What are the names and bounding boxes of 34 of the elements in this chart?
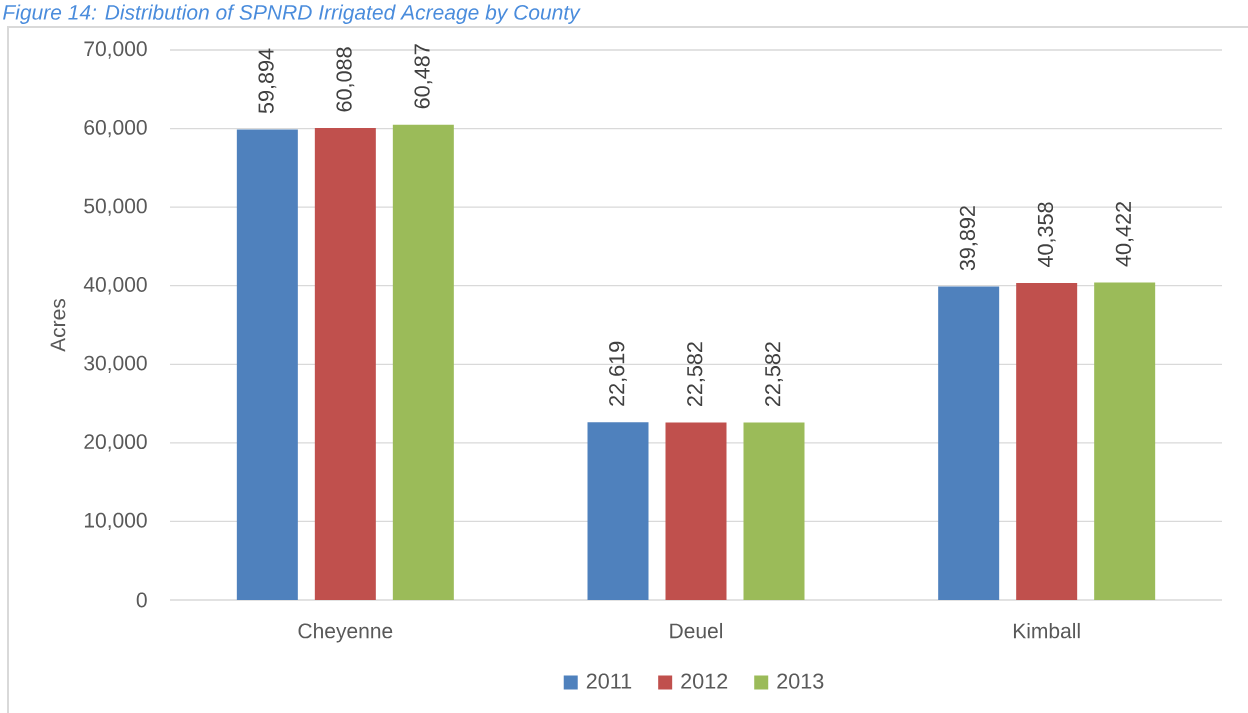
bar (236, 129, 298, 600)
y-tick-label: 0 (136, 592, 147, 608)
data-label: 22,582 (765, 342, 783, 407)
legend-label: 2013 (777, 673, 824, 689)
legend-label: 2011 (586, 673, 632, 689)
y-tick-label: 10,000 (84, 512, 147, 531)
legend-label: 2012 (681, 673, 728, 689)
y-tick-label: 60,000 (84, 119, 147, 138)
bar (743, 422, 805, 600)
data-label: 60,088 (336, 47, 355, 112)
y-tick-label: 70,000 (84, 41, 147, 59)
x-tick-label: Deuel (670, 622, 723, 639)
y-tick-label: 40,000 (83, 277, 147, 295)
y-tick-label: 20,000 (84, 434, 147, 452)
bar (587, 422, 649, 600)
y-tick-label: 50,000 (84, 198, 147, 216)
data-label: 60,487 (414, 44, 433, 109)
chart-title: Figure 14: Distribution of SPNRD Irrigated Acreage by County (3, 4, 581, 24)
x-tick-label: Cheyenne (298, 622, 393, 643)
bar (938, 286, 1000, 600)
data-label: 40,358 (1037, 202, 1056, 267)
bar (314, 127, 376, 600)
data-label: 39,892 (959, 206, 978, 271)
x-tick-label: Kimball (1013, 622, 1080, 639)
data-label: 40,422 (1115, 202, 1134, 267)
bar (1016, 282, 1078, 600)
data-label: 22,582 (687, 342, 705, 407)
data-label: 22,619 (609, 341, 627, 406)
y-tick-label: 30,000 (84, 355, 147, 373)
bar (1094, 282, 1156, 600)
bar (665, 422, 727, 600)
data-label: 59,894 (258, 48, 277, 114)
y-axis-title: Acres (50, 298, 66, 352)
bar (392, 124, 454, 600)
